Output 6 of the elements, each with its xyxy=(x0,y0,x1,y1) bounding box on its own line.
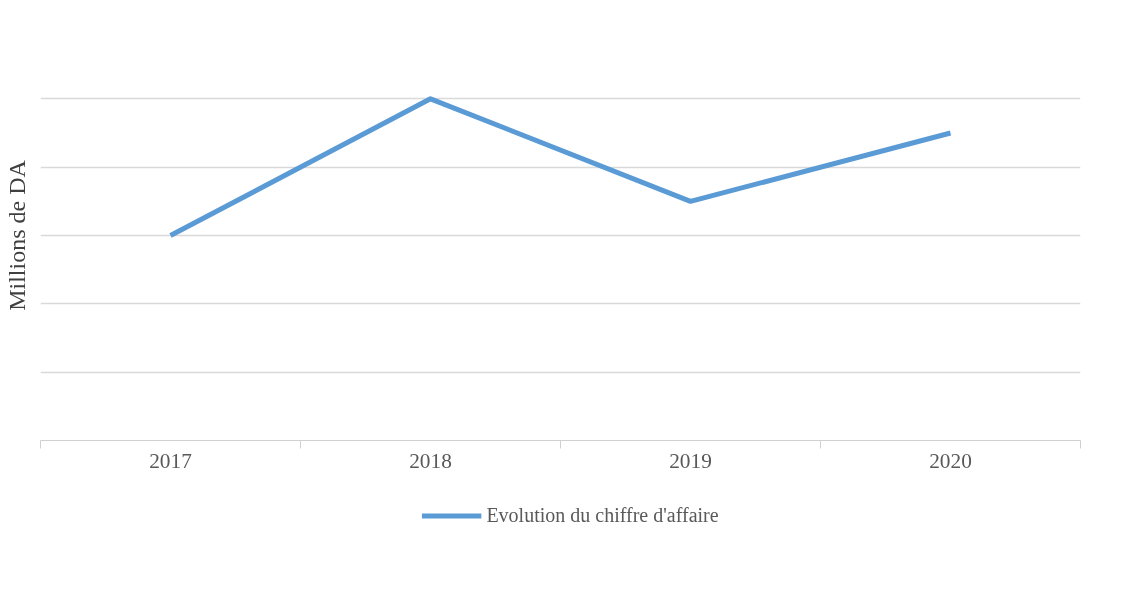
x-tick-label: 2017 xyxy=(149,448,193,473)
x-tick-label: 2019 xyxy=(669,448,712,473)
y-axis-title: Millions de DA xyxy=(3,159,30,311)
x-tick-label: 2020 xyxy=(929,448,972,473)
x-tick-label: 2018 xyxy=(409,448,452,473)
legend-label: Evolution du chiffre d'affaire xyxy=(486,503,719,527)
